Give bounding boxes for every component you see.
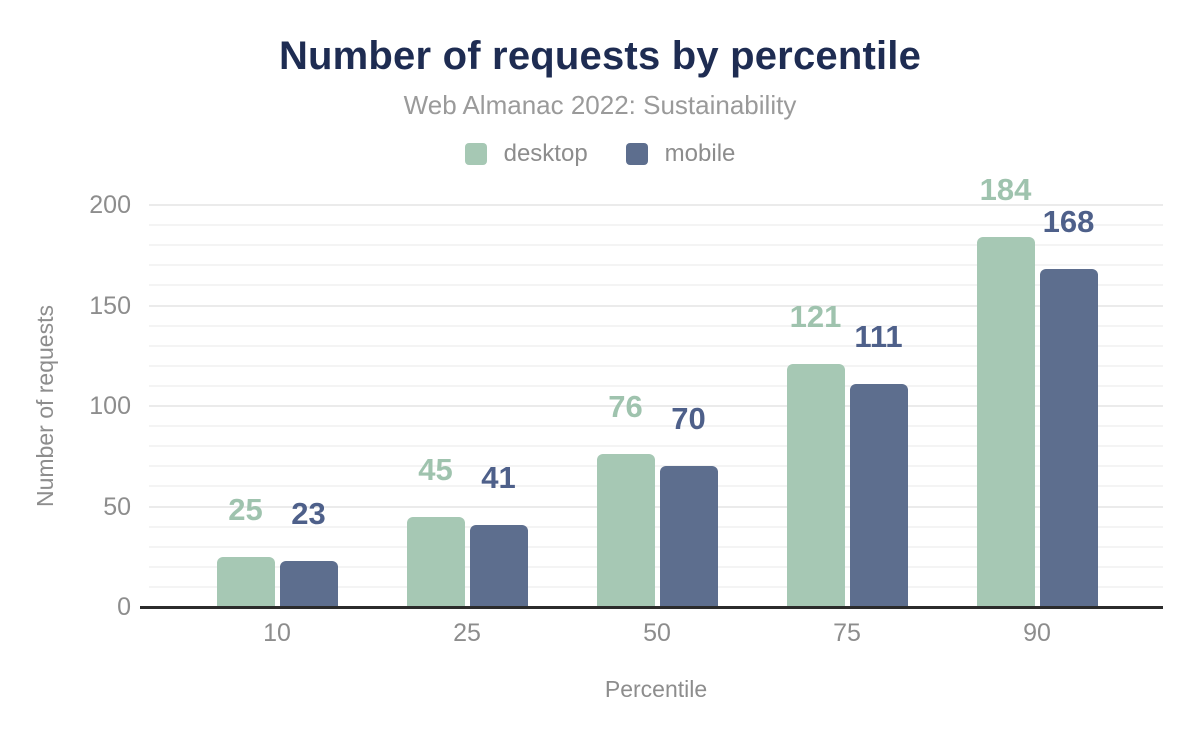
x-axis-tick-label: 90	[1023, 619, 1051, 647]
bar-value-label-mobile-p25: 41	[481, 459, 516, 495]
legend-item-desktop[interactable]: desktop	[464, 140, 588, 168]
major-gridline	[149, 304, 1163, 307]
minor-gridline	[149, 224, 1163, 227]
y-axis-tick-label: 0	[117, 593, 131, 621]
bar-value-label-mobile-p50: 70	[671, 401, 706, 437]
bar-desktop-p25[interactable]	[406, 516, 465, 607]
bar-value-label-desktop-p25: 45	[418, 451, 453, 487]
bar-mobile-p25[interactable]	[469, 524, 528, 607]
minor-gridline	[149, 545, 1163, 548]
x-axis-tick-label: 75	[833, 619, 861, 647]
bar-value-label-desktop-p50: 76	[608, 389, 643, 425]
chart-title: Number of requests by percentile	[278, 34, 922, 78]
minor-gridline	[149, 525, 1163, 528]
bar-value-label-mobile-p75: 111	[854, 318, 903, 354]
y-axis-tick-label: 150	[89, 291, 131, 320]
minor-gridline	[149, 264, 1163, 267]
bar-mobile-p90[interactable]	[1039, 269, 1098, 607]
chart-subtitle: Web Almanac 2022: Sustainability	[403, 90, 797, 120]
major-gridline	[149, 505, 1163, 508]
minor-gridline	[149, 445, 1163, 448]
minor-gridline	[149, 565, 1163, 568]
y-axis-tick-label: 100	[89, 392, 131, 420]
minor-gridline	[149, 284, 1163, 287]
minor-gridline	[149, 244, 1163, 247]
minor-gridline	[149, 384, 1163, 387]
minor-gridline	[149, 585, 1163, 588]
legend-item-mobile[interactable]: mobile	[625, 140, 736, 168]
legend-marker-mobile	[625, 143, 648, 165]
x-axis-title: Percentile	[604, 676, 708, 702]
major-gridline	[149, 405, 1163, 407]
legend-label: mobile	[664, 140, 736, 167]
minor-gridline	[149, 344, 1163, 347]
major-gridline	[149, 204, 1163, 206]
bar-value-label-mobile-p90: 168	[1042, 204, 1095, 240]
minor-gridline	[149, 485, 1163, 488]
legend-label: desktop	[503, 140, 588, 167]
x-axis-tick-label: 25	[453, 619, 481, 647]
minor-gridline	[149, 324, 1163, 327]
x-axis-tick-label: 50	[643, 619, 671, 647]
bar-value-label-mobile-p10: 23	[291, 495, 326, 531]
y-axis-tick-label: 200	[89, 191, 131, 219]
bar-mobile-p75[interactable]	[849, 383, 908, 607]
bar-mobile-p10[interactable]	[279, 560, 338, 607]
bar-value-label-desktop-p75: 121	[789, 298, 842, 334]
bar-desktop-p75[interactable]	[786, 363, 845, 607]
minor-gridline	[149, 425, 1163, 428]
bar-value-label-desktop-p10: 25	[228, 491, 263, 527]
bar-desktop-p90[interactable]	[976, 237, 1035, 607]
minor-gridline	[149, 465, 1163, 468]
bar-value-label-desktop-p90: 184	[979, 172, 1032, 208]
x-axis-line	[140, 606, 1163, 609]
bar-desktop-p10[interactable]	[216, 556, 275, 607]
x-axis-tick-label: 10	[263, 619, 291, 647]
legend: desktop mobile	[0, 140, 1200, 168]
bar-mobile-p50[interactable]	[659, 466, 718, 607]
bar-desktop-p50[interactable]	[596, 454, 655, 607]
plot-area: 0 50 100 150 200 25 23 10 45 41 25 76 70 50 121 111 75 18…	[89, 174, 1163, 647]
y-axis-tick-label: 50	[103, 492, 131, 521]
minor-gridline	[149, 364, 1163, 367]
legend-marker-desktop	[464, 143, 487, 165]
